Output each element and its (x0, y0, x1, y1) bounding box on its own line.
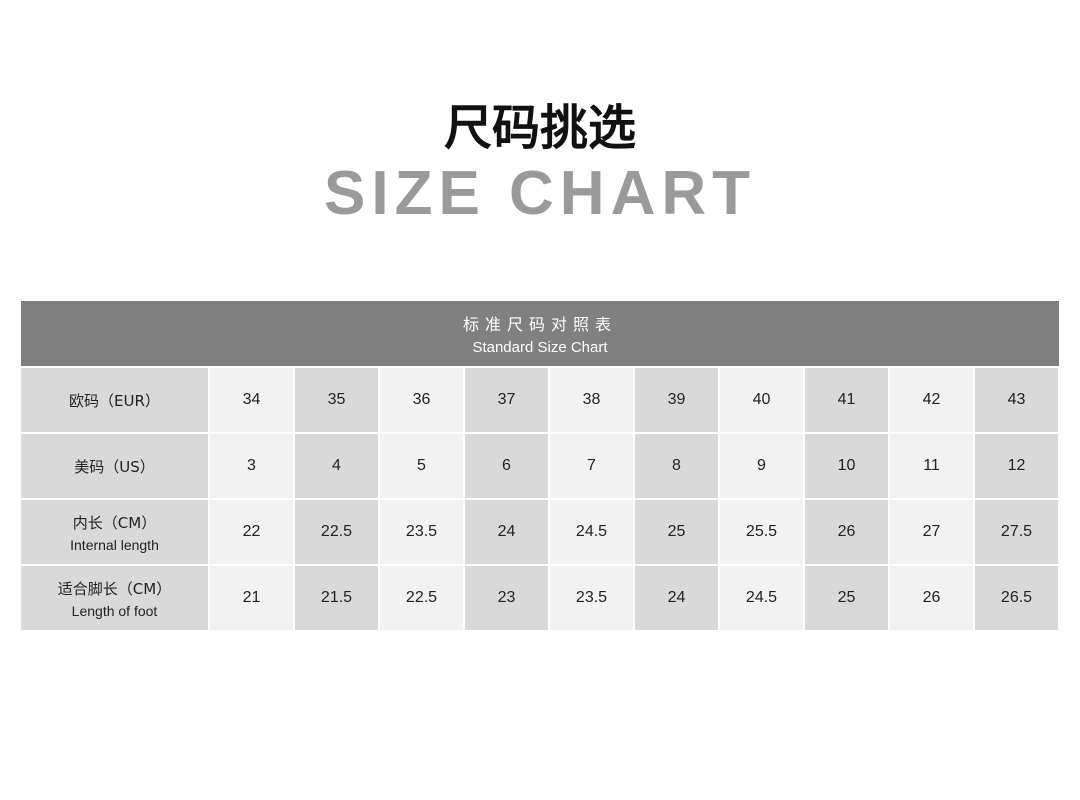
table-cell: 3 (210, 434, 293, 498)
table-cell: 35 (295, 368, 378, 432)
table-row: 美码（US） 3 4 5 6 7 8 9 10 11 12 (21, 434, 1059, 498)
row-label: 内长（CM） Internal length (21, 500, 208, 564)
page-subtitle: SIZE CHART (324, 159, 756, 228)
row-label-text: 适合脚长（CM） (57, 579, 172, 598)
table-cell: 27 (890, 500, 973, 564)
table-cell: 22.5 (380, 566, 463, 630)
table-cell: 27.5 (975, 500, 1058, 564)
table-row: 内长（CM） Internal length 22 22.5 23.5 24 24.5 25 2… (21, 500, 1059, 564)
table-row: 欧码（EUR） 34 35 36 37 38 39 40 41 42 43 (21, 368, 1059, 432)
page-title: 尺码挑选 (443, 100, 636, 156)
table-header-en: Standard Size Chart (472, 339, 608, 356)
row-label-sub: Internal length (70, 536, 159, 553)
table-cell: 10 (805, 434, 888, 498)
table-row: 适合脚长（CM） Length of foot 21 21.5 22.5 23 23.5 24… (21, 566, 1059, 630)
table-cell: 11 (890, 434, 973, 498)
table-cell: 24 (635, 566, 718, 630)
table-cell: 6 (465, 434, 548, 498)
table-cell: 12 (975, 434, 1058, 498)
table-header: 标准尺码对照表 Standard Size Chart (21, 301, 1059, 366)
table-cell: 39 (635, 368, 718, 432)
table-cell: 37 (465, 368, 548, 432)
table-cell: 24.5 (550, 500, 633, 564)
table-cell: 36 (380, 368, 463, 432)
table-cell: 41 (805, 368, 888, 432)
table-cell: 23 (465, 566, 548, 630)
table-cell: 22.5 (295, 500, 378, 564)
row-label-sub: Length of foot (71, 602, 158, 619)
table-cell: 21.5 (295, 566, 378, 630)
table-cell: 25 (635, 500, 718, 564)
table-cell: 26 (890, 566, 973, 630)
table-cell: 25.5 (720, 500, 803, 564)
table-cell: 42 (890, 368, 973, 432)
size-chart-table: 标准尺码对照表 Standard Size Chart 欧码（EUR） 34 35 3… (21, 301, 1059, 630)
table-cell: 24 (465, 500, 548, 564)
table-cell: 21 (210, 566, 293, 630)
table-cell: 9 (720, 434, 803, 498)
table-cell: 7 (550, 434, 633, 498)
row-label: 适合脚长（CM） Length of foot (21, 566, 208, 630)
table-cell: 40 (720, 368, 803, 432)
table-header-cn: 标准尺码对照表 (462, 315, 617, 334)
table-cell: 38 (550, 368, 633, 432)
table-cell: 25 (805, 566, 888, 630)
row-label: 欧码（EUR） (21, 368, 208, 432)
table-cell: 23.5 (550, 566, 633, 630)
row-label: 美码（US） (21, 434, 208, 498)
table-cell: 43 (975, 368, 1058, 432)
table-cell: 8 (635, 434, 718, 498)
row-label-text: 美码（US） (74, 457, 155, 476)
table-cell: 23.5 (380, 500, 463, 564)
table-cell: 4 (295, 434, 378, 498)
table-cell: 34 (210, 368, 293, 432)
table-cell: 26.5 (975, 566, 1058, 630)
row-label-text: 内长（CM） (72, 513, 157, 532)
table-cell: 22 (210, 500, 293, 564)
row-label-text: 欧码（EUR） (69, 391, 160, 410)
table-cell: 5 (380, 434, 463, 498)
table-cell: 24.5 (720, 566, 803, 630)
table-cell: 26 (805, 500, 888, 564)
